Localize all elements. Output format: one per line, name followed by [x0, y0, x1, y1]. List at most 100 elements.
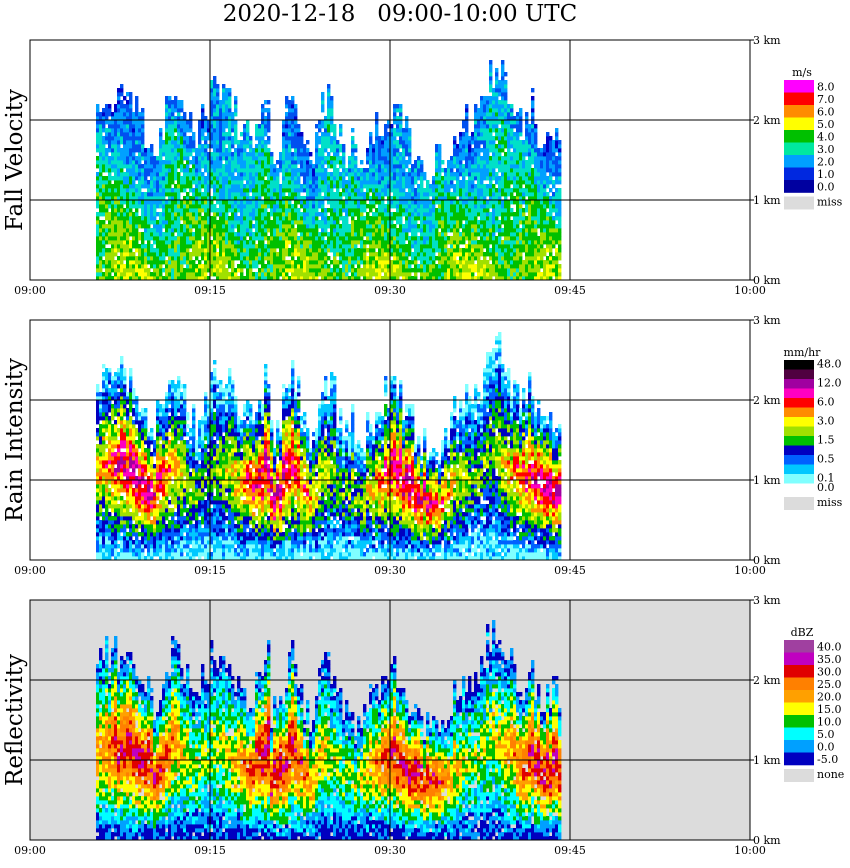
heatmap-cell [399, 108, 403, 113]
heatmap-cell [225, 272, 229, 277]
heatmap-cell [315, 132, 319, 137]
heatmap-cell [396, 120, 400, 125]
heatmap-cell [324, 176, 328, 181]
heatmap-cell [438, 260, 442, 265]
heatmap-cell [102, 136, 106, 141]
heatmap-cell [186, 184, 190, 189]
heatmap-cell [111, 140, 115, 145]
heatmap-cell [168, 96, 172, 101]
heatmap-cell [285, 112, 289, 117]
heatmap-cell [231, 140, 235, 145]
heatmap-cell [354, 252, 358, 257]
heatmap-cell [114, 224, 118, 229]
heatmap-cell [171, 276, 175, 281]
heatmap-cell [222, 152, 226, 157]
heatmap-cell [123, 160, 127, 165]
heatmap-cell [243, 172, 247, 177]
heatmap-cell [282, 268, 286, 273]
heatmap-cell [390, 200, 394, 205]
heatmap-cell [444, 268, 448, 273]
heatmap-cell [420, 176, 424, 181]
heatmap-cell [396, 276, 400, 281]
heatmap-cell [336, 248, 340, 253]
heatmap-cell [183, 112, 187, 117]
heatmap-cell [321, 220, 325, 225]
heatmap-cell [186, 204, 190, 209]
heatmap-cell [285, 132, 289, 137]
heatmap-cell [477, 252, 481, 257]
heatmap-cell [303, 180, 307, 185]
heatmap-cell [393, 272, 397, 277]
heatmap-cell [366, 272, 370, 277]
heatmap-cell [177, 216, 181, 221]
heatmap-cell [468, 144, 472, 149]
heatmap-cell [264, 196, 268, 201]
heatmap-cell [96, 236, 100, 241]
heatmap-cell [288, 268, 292, 273]
heatmap-cell [135, 156, 139, 161]
heatmap-cell [342, 264, 346, 269]
heatmap-cell [432, 196, 436, 201]
heatmap-cell [393, 140, 397, 145]
heatmap-cell [219, 252, 223, 257]
heatmap-cell [192, 252, 196, 257]
heatmap-cell [240, 180, 244, 185]
heatmap-cell [243, 232, 247, 237]
heatmap-cell [420, 164, 424, 169]
heatmap-cell [375, 256, 379, 261]
heatmap-cell [489, 188, 493, 193]
heatmap-cell [252, 244, 256, 249]
heatmap-cell [126, 124, 130, 129]
heatmap-cell [276, 228, 280, 233]
heatmap-cell [324, 140, 328, 145]
heatmap-cell [150, 144, 154, 149]
heatmap-cell [483, 212, 487, 217]
heatmap-cell [402, 144, 406, 149]
heatmap-cell [450, 204, 454, 209]
heatmap-cell [222, 172, 226, 177]
heatmap-cell [138, 188, 142, 193]
heatmap-cell [471, 216, 475, 221]
heatmap-cell [246, 216, 250, 221]
heatmap-cell [105, 168, 109, 173]
heatmap-cell [375, 264, 379, 269]
heatmap-cell [141, 224, 145, 229]
heatmap-cell [420, 236, 424, 241]
heatmap-cell [432, 232, 436, 237]
heatmap-cell [285, 276, 289, 281]
heatmap-cell [345, 168, 349, 173]
heatmap-cell [273, 216, 277, 221]
heatmap-cell [342, 216, 346, 221]
heatmap-cell [318, 192, 322, 197]
heatmap-cell [99, 112, 103, 117]
heatmap-cell [198, 200, 202, 205]
heatmap-cell [129, 156, 133, 161]
heatmap-cell [462, 132, 466, 137]
heatmap-cell [186, 264, 190, 269]
heatmap-cell [462, 200, 466, 205]
heatmap-cell [294, 204, 298, 209]
heatmap-cell [156, 204, 160, 209]
heatmap-cell [114, 240, 118, 245]
heatmap-cell [366, 276, 370, 281]
heatmap-cell [477, 264, 481, 269]
heatmap-cell [429, 232, 433, 237]
heatmap-cell [324, 124, 328, 129]
heatmap-cell [156, 164, 160, 169]
heatmap-cell [327, 120, 331, 125]
heatmap-cell [294, 128, 298, 133]
heatmap-cell [222, 276, 226, 281]
heatmap-cell [306, 148, 310, 153]
heatmap-cell [414, 264, 418, 269]
heatmap-cell [330, 160, 334, 165]
heatmap-cell [363, 276, 367, 281]
heatmap-cell [219, 260, 223, 265]
heatmap-cell [435, 148, 439, 153]
heatmap-cell [159, 148, 163, 153]
heatmap-cell [462, 252, 466, 257]
heatmap-cell [198, 196, 202, 201]
heatmap-cell [267, 272, 271, 277]
heatmap-cell [258, 124, 262, 129]
heatmap-cell [129, 232, 133, 237]
heatmap-cell [162, 180, 166, 185]
